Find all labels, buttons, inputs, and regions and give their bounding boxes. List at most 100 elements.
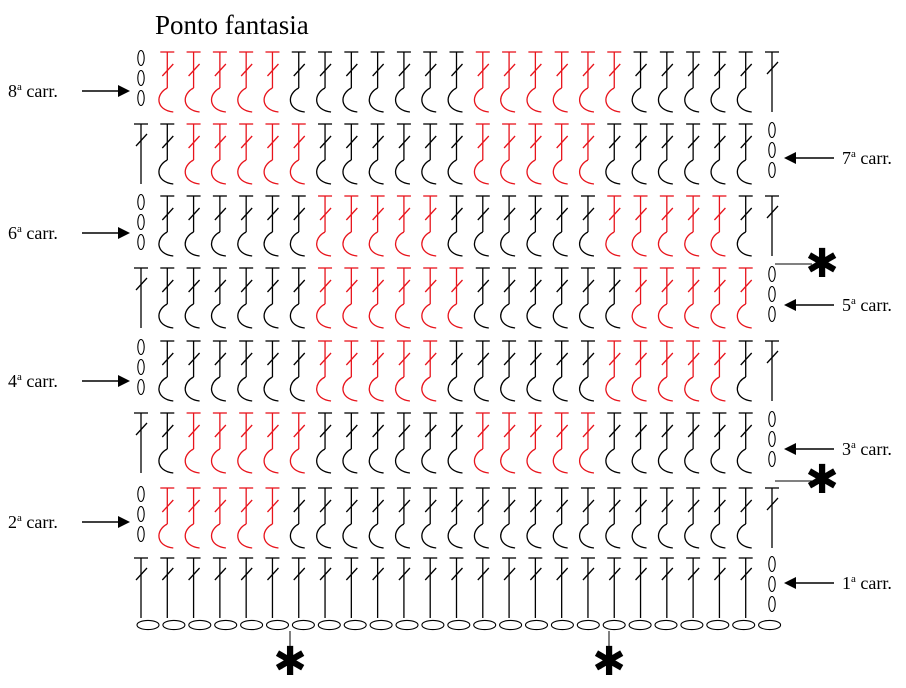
stitch-r7-c20: [684, 123, 701, 185]
chain-stitch: [768, 305, 776, 323]
stitch-r4-c20: [684, 340, 701, 402]
stitch-r2-c4: [263, 487, 280, 549]
stitch-r2-c6: [316, 487, 333, 549]
stitch-r2-c0: [158, 487, 175, 549]
foundation-chain-stitch: [732, 619, 756, 631]
stitch-r7-c22: [736, 123, 753, 185]
asterisk-icon: ✱: [592, 639, 626, 685]
stitch-r4-c9: [395, 340, 411, 402]
foundation-chain-stitch: [136, 619, 160, 631]
foundation-chain-stitch: [240, 619, 264, 631]
stitch-r8-c3: [237, 51, 254, 113]
chain-stitch: [768, 595, 776, 613]
stitch-r4-c13: [500, 340, 517, 402]
stitch-r3-c5: [289, 412, 306, 474]
stitch-r3-c3: [237, 412, 254, 474]
stitch-r2-c12: [473, 487, 490, 549]
stitch-r4-c7: [342, 340, 359, 402]
stitch-r3-c11: [447, 412, 464, 474]
chain-stitch: [768, 410, 776, 428]
svg-text:6a carr.: 6a carr.: [8, 223, 58, 243]
chain-stitch: [137, 358, 145, 376]
stitch-r6-c20: [684, 195, 701, 257]
stitch-r8-c5: [289, 51, 306, 113]
stitch-r6-c10: [421, 195, 438, 257]
stitch-r8-c13: [500, 51, 517, 113]
stitch-r3-c12: [473, 412, 490, 474]
foundation-chain-stitch: [758, 619, 782, 631]
stitch-r3-c4: [263, 412, 280, 474]
svg-text:4a carr.: 4a carr.: [8, 371, 58, 391]
stitch-r4-c10: [421, 340, 438, 402]
stitch-r7-c7: [342, 123, 359, 185]
stitch-r3-c17: [605, 412, 622, 474]
stitch-r5-c20: [684, 267, 701, 329]
stitch-r5-c18: [631, 267, 648, 329]
row-label-2: 2a carr.: [8, 512, 130, 532]
repeat-markers: ✱ ✱ ✱ ✱: [273, 241, 839, 685]
stitch-r7-c15: [552, 123, 569, 185]
foundation-chain-stitch: [602, 619, 626, 631]
stitch-r6-c17: [605, 195, 622, 257]
stitch-r1-c19: [659, 557, 674, 618]
stitch-r7-c17: [605, 123, 622, 185]
stitch-r1-c13: [502, 557, 517, 618]
stitch-r5-c8: [368, 267, 385, 329]
stitch-r6-c5: [289, 195, 306, 257]
stitch-r6-c9: [395, 195, 411, 257]
stitch-r1-c16: [580, 557, 595, 618]
stitch-r1-c2: [212, 557, 227, 618]
stitch-r7-c19: [657, 123, 674, 185]
stitch-r1-c4: [265, 557, 280, 618]
stitch-r7-c3: [237, 123, 254, 185]
stitch-r1-c17: [607, 557, 622, 618]
chart-title: Ponto fantasia: [155, 10, 309, 40]
stitch-r8-c18: [631, 51, 648, 113]
stitch-r4-c6: [316, 340, 333, 402]
stitch-r2-c16: [579, 487, 595, 549]
edge-stitch-row-4: [765, 340, 779, 401]
stitch-r4-c12: [473, 340, 490, 402]
chain-stitch: [137, 485, 145, 503]
stitch-r1-c0: [160, 557, 175, 618]
stitch-r5-c19: [657, 267, 674, 329]
stitch-r7-c13: [500, 123, 517, 185]
stitch-r6-c15: [552, 195, 569, 257]
repeat-marker-row-3: ✱: [775, 457, 839, 503]
stitch-r5-c1: [184, 267, 201, 329]
stitch-r8-c6: [316, 51, 333, 113]
stitch-r1-c8: [370, 557, 385, 618]
stitch-r4-c21: [710, 340, 727, 402]
stitch-r7-c2: [210, 123, 227, 185]
svg-text:5a carr.: 5a carr.: [842, 295, 892, 315]
stitch-r5-c21: [710, 267, 727, 329]
stitch-r5-c9: [395, 267, 411, 329]
stitch-r7-c14: [526, 123, 543, 185]
turning-chain-row-8: [137, 49, 145, 107]
stitch-r2-c10: [421, 487, 438, 549]
stitch-r1-c1: [186, 557, 201, 618]
stitch-r8-c2: [210, 51, 227, 113]
stitch-r8-c9: [395, 51, 411, 113]
edge-stitch-row-7: [134, 123, 148, 184]
chain-stitch: [768, 161, 776, 179]
stitch-r1-c7: [344, 557, 359, 618]
stitch-r7-c5: [289, 123, 306, 185]
stitch-r7-c10: [421, 123, 438, 185]
stitch-r5-c2: [210, 267, 227, 329]
stitch-r4-c18: [631, 340, 648, 402]
edge-stitch-row-5: [134, 267, 148, 328]
row-label-7: 7a carr.: [784, 148, 892, 168]
stitch-r4-c8: [368, 340, 385, 402]
foundation-chain-stitch: [421, 619, 445, 631]
stitch-r7-c21: [710, 123, 727, 185]
row-label-1: 1a carr.: [784, 573, 892, 593]
stitch-r4-c0: [158, 340, 175, 402]
stitch-r1-c11: [449, 557, 464, 618]
arrow-head-icon: [118, 516, 130, 528]
stitch-r2-c7: [342, 487, 359, 549]
stitch-r8-c11: [447, 51, 464, 113]
stitch-r8-c1: [184, 51, 201, 113]
stitch-r6-c2: [210, 195, 227, 257]
stitch-r2-c2: [210, 487, 227, 549]
